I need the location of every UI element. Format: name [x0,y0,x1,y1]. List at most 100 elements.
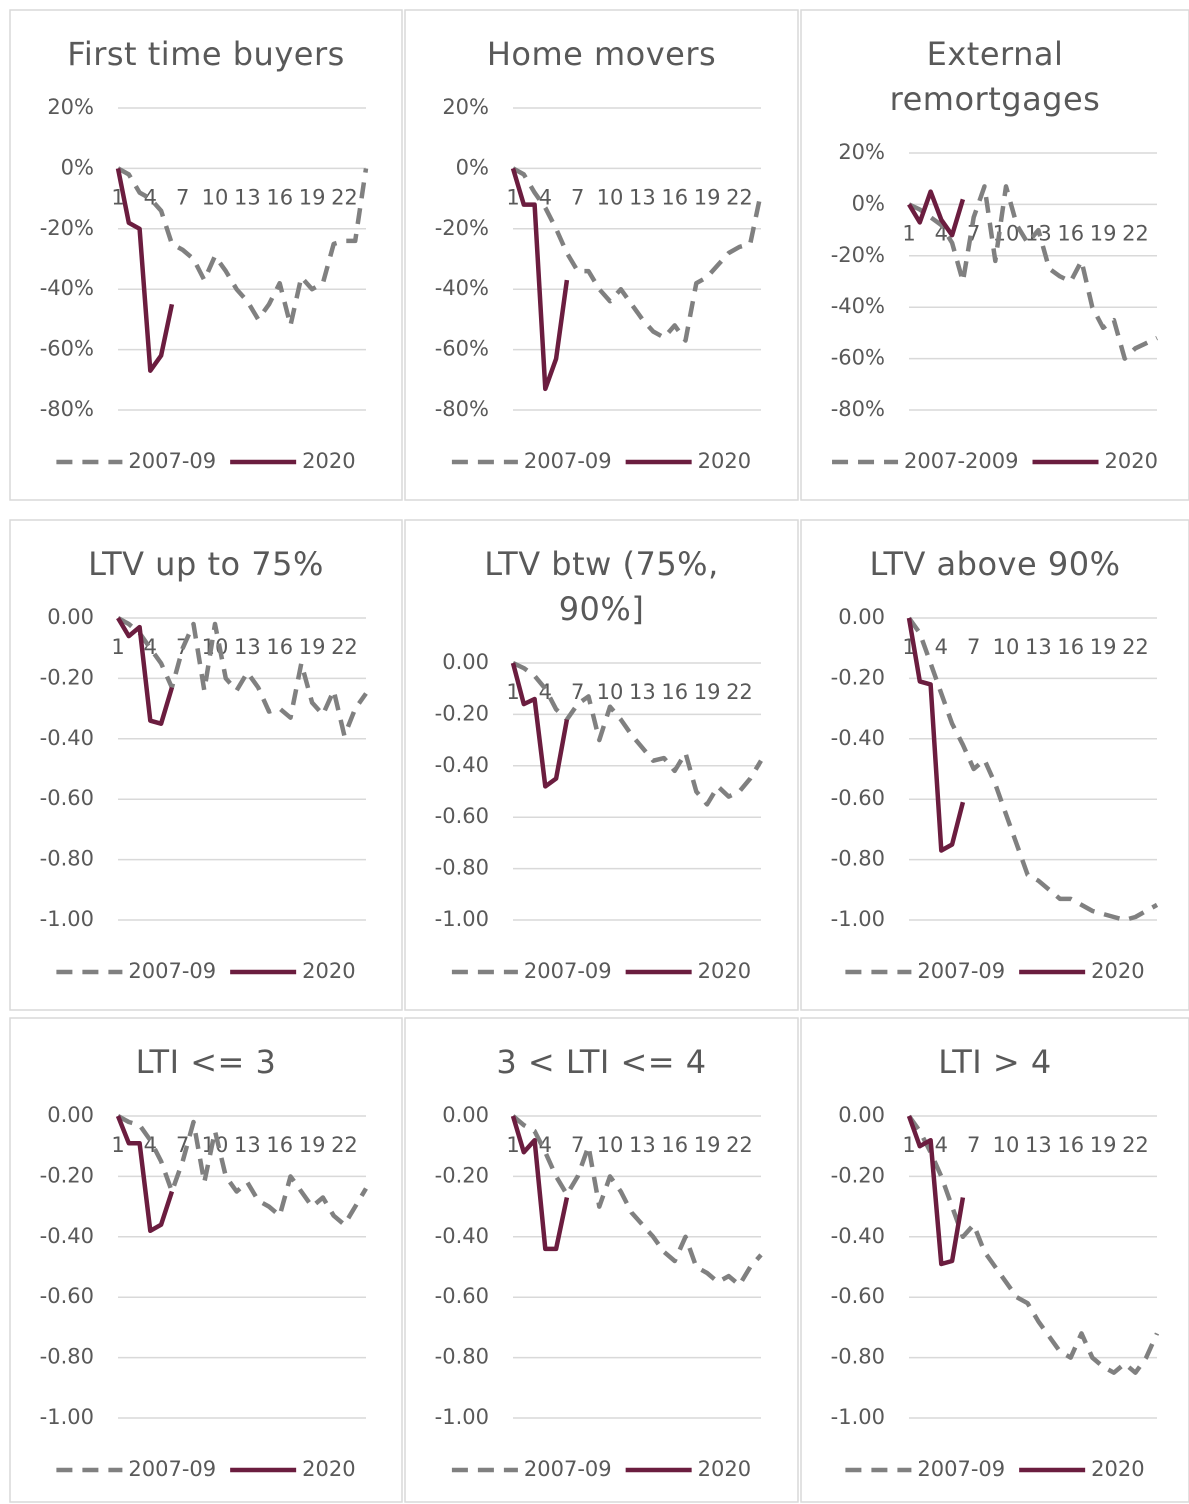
legend-label: 2007-09 [128,959,216,983]
panel [404,519,799,1011]
chart-title: LTI <= 3 [135,1043,277,1081]
x-tick-label: 16 [266,185,293,209]
legend-label: 2020 [1091,959,1144,983]
x-tick-label: 16 [266,635,293,659]
x-tick-label: 19 [299,635,326,659]
x-tick-label: 1 [506,185,519,209]
x-tick-label: 16 [1057,221,1084,245]
y-tick-label: -60% [831,346,885,370]
x-tick-label: 10 [993,635,1020,659]
x-tick-label: 22 [1122,221,1149,245]
x-tick-label: 7 [571,1133,584,1157]
y-tick-label: -40% [831,294,885,318]
legend-label: 2020 [302,959,355,983]
panel [800,519,1189,1011]
x-tick-label: 16 [1057,1133,1084,1157]
x-tick-label: 4 [935,1133,948,1157]
y-tick-label: -0.80 [40,847,94,871]
x-tick-label: 1 [506,680,519,704]
x-tick-label: 19 [299,1133,326,1157]
series-line [115,1115,175,1234]
series-line [510,167,570,392]
x-tick-label: 10 [597,680,624,704]
y-tick-label: -0.40 [831,726,885,750]
legend-label: 2020 [302,449,355,473]
y-tick-label: 20% [47,95,94,119]
x-tick-label: 16 [266,1133,293,1157]
y-tick-label: -0.40 [831,1224,885,1248]
series-line [907,1114,1160,1375]
chart-title: LTV btw (75%, 90%] [484,545,719,628]
series-line [511,166,764,343]
y-tick-label: 0.00 [442,1103,489,1127]
x-tick-label: 1 [111,1133,124,1157]
x-tick-label: 19 [694,185,721,209]
y-tick-label: -0.40 [40,726,94,750]
y-tick-label: -0.60 [435,1284,489,1308]
x-tick-label: 13 [234,1133,261,1157]
panel [404,1017,799,1503]
x-tick-label: 22 [331,1133,358,1157]
chart-title: LTV up to 75% [88,545,324,583]
legend-label: 2007-09 [524,959,612,983]
y-tick-label: -40% [40,276,94,300]
y-tick-label: -0.20 [40,665,94,689]
legend-label: 2007-2009 [904,449,1018,473]
y-tick-label: 20% [838,140,885,164]
y-tick-label: -1.00 [831,1405,885,1429]
y-tick-label: -0.60 [831,1284,885,1308]
y-tick-label: -0.20 [40,1163,94,1187]
x-tick-label: 13 [234,185,261,209]
x-tick-label: 22 [331,635,358,659]
x-tick-label: 13 [629,1133,656,1157]
y-tick-label: -0.60 [40,1284,94,1308]
series-line [116,616,368,739]
panel [9,1017,403,1503]
panel [9,519,403,1011]
y-tick-label: 0.00 [838,1103,885,1127]
y-tick-label: 0% [456,155,489,179]
y-tick-label: -20% [831,243,885,267]
x-tick-label: 19 [299,185,326,209]
x-tick-label: 10 [597,185,624,209]
series-line [115,167,175,373]
x-tick-label: 16 [661,1133,688,1157]
x-tick-label: 22 [726,1133,753,1157]
x-tick-label: 19 [694,1133,721,1157]
x-tick-label: 7 [571,185,584,209]
y-tick-label: -0.80 [831,1345,885,1369]
x-tick-label: 19 [694,680,721,704]
legend-label: 2020 [698,1457,751,1481]
y-tick-label: -20% [435,216,489,240]
x-tick-label: 22 [726,680,753,704]
x-tick-label: 16 [1057,635,1084,659]
y-tick-label: -20% [40,216,94,240]
x-tick-label: 13 [629,680,656,704]
y-tick-label: -60% [40,337,94,361]
legend-label: 2007-09 [524,449,612,473]
legend-label: 2020 [1105,449,1158,473]
chart-title: 3 < LTI <= 4 [496,1043,707,1081]
chart-title: External remortgages [889,35,1101,118]
legend-label: 2020 [302,1457,355,1481]
y-tick-label: -1.00 [831,907,885,931]
y-tick-label: -0.80 [435,856,489,880]
x-tick-label: 13 [1025,1133,1052,1157]
y-tick-label: 0% [852,191,885,215]
y-tick-label: -1.00 [435,907,489,931]
y-tick-label: -0.40 [435,1224,489,1248]
series-line [510,1115,570,1252]
x-tick-label: 4 [539,1133,552,1157]
series-line [116,616,175,726]
y-tick-label: -80% [435,397,489,421]
x-tick-label: 10 [202,185,229,209]
legend-label: 2020 [698,449,751,473]
chart-title: First time buyers [67,35,345,73]
x-tick-label: 7 [571,680,584,704]
y-tick-label: 20% [442,95,489,119]
series-line [511,1114,763,1288]
chart-title: LTI > 4 [938,1043,1052,1081]
y-tick-label: -40% [435,276,489,300]
x-tick-label: 22 [331,185,358,209]
x-tick-label: 19 [1090,221,1117,245]
